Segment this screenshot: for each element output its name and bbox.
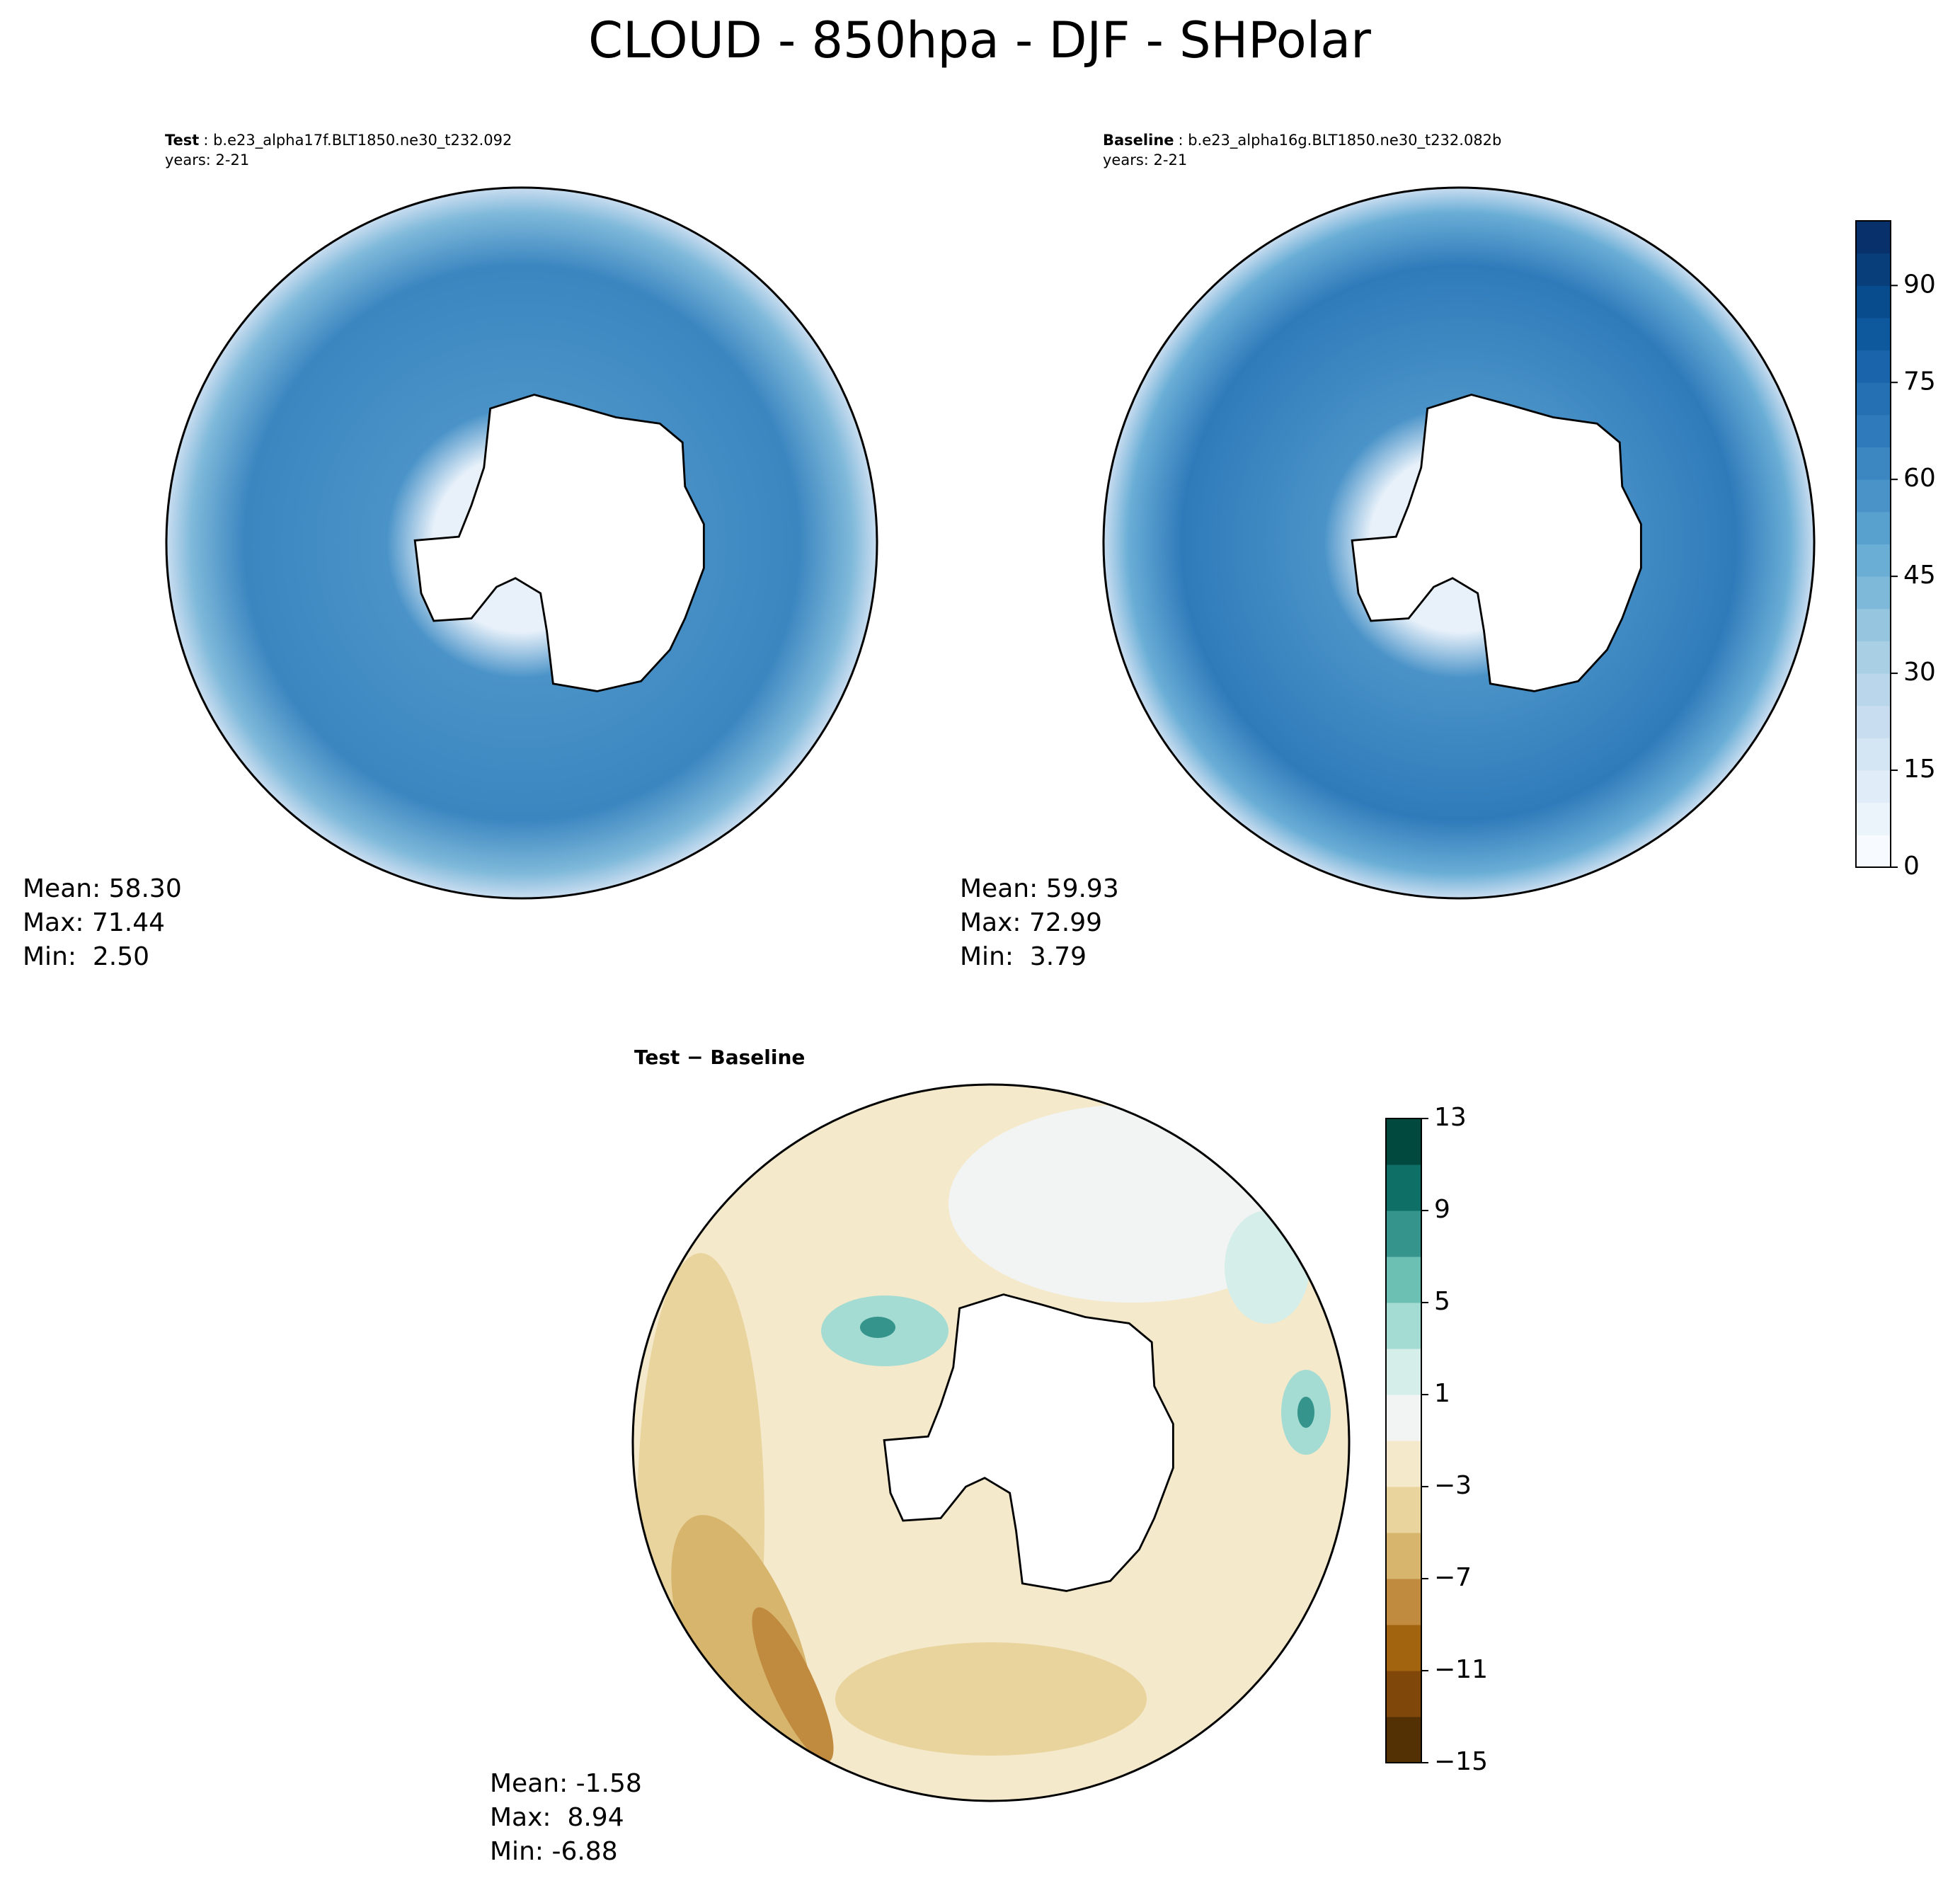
- colorbar-band: [1386, 1165, 1421, 1211]
- stat-line: Min: -6.88: [490, 1837, 618, 1866]
- colorbar-band: [1856, 350, 1891, 383]
- colorbar-band: [1856, 802, 1891, 835]
- stat-line: Max: 71.44: [23, 908, 165, 937]
- stat-line: Mean: 59.93: [960, 874, 1119, 903]
- stat-line: Max: 72.99: [960, 908, 1102, 937]
- tick-label: 45: [1903, 561, 1936, 590]
- colorbar-band: [1856, 738, 1891, 771]
- colorbar-band: [1856, 317, 1891, 351]
- colorbar-band: [1386, 1487, 1421, 1533]
- tick-label: 5: [1434, 1287, 1450, 1316]
- colorbar-band: [1386, 1671, 1421, 1717]
- colorbar-band: [1386, 1533, 1421, 1579]
- colorbar-band: [1856, 770, 1891, 803]
- stat-line: Min: 2.50: [23, 942, 149, 971]
- panel-header: Baseline : b.e23_alpha16g.BLT1850.ne30_t2…: [1103, 132, 1501, 149]
- map: [165, 186, 878, 900]
- tick-label: 60: [1903, 464, 1936, 493]
- stat-line: Max: 8.94: [490, 1803, 624, 1832]
- tick-label: 0: [1903, 852, 1920, 881]
- colorbar-frame: [1855, 220, 1891, 868]
- tick-label: −15: [1434, 1747, 1488, 1776]
- tick-label: 90: [1903, 270, 1936, 299]
- colorbar-band: [1856, 835, 1891, 868]
- tick-label: −7: [1434, 1563, 1472, 1592]
- colorbar-band: [1856, 544, 1891, 577]
- panel-case: : b.e23_alpha16g.BLT1850.ne30_t232.082b: [1179, 132, 1502, 149]
- panel-header: Test: b.e23_alpha17f.BLT1850.ne30_t232.0…: [165, 132, 512, 149]
- tick-label: −11: [1434, 1655, 1488, 1684]
- colorbar-band: [1386, 1579, 1421, 1625]
- colorbar-band: [1386, 1349, 1421, 1395]
- colorbar-band: [1856, 576, 1891, 610]
- colorbar-band: [1386, 1211, 1421, 1257]
- colorbar-frame: [1385, 1118, 1422, 1763]
- tick-label: −3: [1434, 1471, 1472, 1500]
- panel-years: years: 2-21: [1103, 151, 1187, 168]
- colorbar-band: [1386, 1625, 1421, 1671]
- colorbar-band: [1856, 447, 1891, 480]
- tick-label: 13: [1434, 1103, 1467, 1132]
- colorbar-band: [1856, 285, 1891, 319]
- colorbar-band: [1856, 221, 1891, 254]
- colorbar-band: [1386, 1119, 1421, 1165]
- colorbar-band: [1856, 608, 1891, 641]
- colorbar-band: [1386, 1303, 1421, 1349]
- panel-years: years: 2-21: [165, 151, 249, 168]
- colorbar-band: [1386, 1257, 1421, 1303]
- colorbar-band: [1856, 641, 1891, 674]
- map: [631, 1083, 1351, 1802]
- tick-label: 75: [1903, 367, 1936, 396]
- panel-label: Test: [165, 132, 199, 149]
- panel-label: Baseline: [1103, 132, 1174, 149]
- stat-line: Mean: 58.30: [23, 874, 182, 903]
- stat-line: Min: 3.79: [960, 942, 1087, 971]
- panel-case: : b.e23_alpha17f.BLT1850.ne30_t232.092: [203, 132, 512, 149]
- colorbar-band: [1856, 382, 1891, 416]
- colorbar-band: [1856, 479, 1891, 513]
- tick-label: 1: [1434, 1379, 1450, 1408]
- colorbar-band: [1856, 511, 1891, 544]
- panel-label: Test − Baseline: [634, 1046, 805, 1069]
- figure-title: CLOUD - 850hpa - DJF - SHPolar: [588, 11, 1371, 69]
- tick-label: 15: [1903, 755, 1936, 784]
- colorbar-band: [1386, 1717, 1421, 1763]
- colorbar-band: [1856, 414, 1891, 448]
- colorbar-band: [1856, 705, 1891, 738]
- tick-label: 30: [1903, 658, 1936, 687]
- colorbar-band: [1386, 1395, 1421, 1441]
- stat-line: Mean: -1.58: [490, 1769, 642, 1798]
- tick-label: 9: [1434, 1195, 1450, 1224]
- colorbar-band: [1386, 1441, 1421, 1487]
- colorbar-band: [1856, 253, 1891, 286]
- map: [1102, 186, 1816, 900]
- colorbar-band: [1856, 673, 1891, 706]
